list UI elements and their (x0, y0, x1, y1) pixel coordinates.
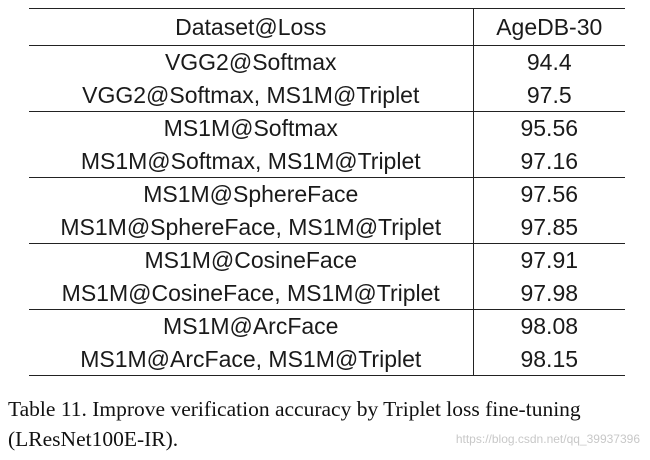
table-row: MS1M@ArcFace 98.08 (29, 309, 625, 343)
row-group-ms1m-cosineface: MS1M@CosineFace 97.91 MS1M@CosineFace, M… (29, 243, 625, 310)
table-row: MS1M@Softmax, MS1M@Triplet 97.16 (29, 144, 625, 178)
dataset-loss-cell: VGG2@Softmax, MS1M@Triplet (29, 78, 474, 112)
dataset-loss-cell: VGG2@Softmax (29, 45, 474, 79)
row-group-ms1m-sphereface: MS1M@SphereFace 97.56 MS1M@SphereFace, M… (29, 177, 625, 244)
table-header: Dataset@Loss AgeDB-30 (29, 8, 625, 46)
accuracy-cell: 97.98 (520, 279, 579, 306)
column-header-agedb-30: AgeDB-30 (496, 14, 603, 40)
row-group-ms1m-softmax: MS1M@Softmax 95.56 MS1M@Softmax, MS1M@Tr… (29, 111, 625, 178)
table-row: MS1M@ArcFace, MS1M@Triplet 98.15 (29, 342, 625, 376)
dataset-loss-cell: MS1M@CosineFace, MS1M@Triplet (29, 276, 474, 310)
dataset-loss-cell: MS1M@Softmax, MS1M@Triplet (29, 144, 474, 178)
accuracy-cell: 95.56 (520, 115, 579, 141)
dataset-loss-cell: MS1M@SphereFace, MS1M@Triplet (29, 210, 474, 244)
table-row: MS1M@SphereFace, MS1M@Triplet 97.85 (29, 210, 625, 244)
dataset-loss-cell: MS1M@ArcFace (29, 309, 474, 343)
column-header-dataset-loss: Dataset@Loss (29, 8, 474, 46)
dataset-loss-cell: MS1M@CosineFace (29, 243, 474, 277)
accuracy-cell: 97.5 (526, 81, 572, 108)
row-group-ms1m-arcface: MS1M@ArcFace 98.08 MS1M@ArcFace, MS1M@Tr… (29, 309, 625, 376)
table-row: VGG2@Softmax, MS1M@Triplet 97.5 (29, 78, 625, 112)
watermark: https://blog.csdn.net/qq_39937396 (455, 432, 640, 446)
accuracy-cell: 94.4 (526, 49, 572, 75)
results-table: Dataset@Loss AgeDB-30 VGG2@Softmax 94.4 … (29, 8, 625, 376)
dataset-loss-cell: MS1M@SphereFace (29, 177, 474, 211)
header-row: Dataset@Loss AgeDB-30 (29, 8, 625, 46)
table-row: MS1M@CosineFace, MS1M@Triplet 97.98 (29, 276, 625, 310)
table-row: MS1M@CosineFace 97.91 (29, 243, 625, 277)
accuracy-cell: 97.91 (520, 247, 579, 273)
table-caption: Table 11. Improve verification accuracy … (8, 397, 581, 451)
dataset-loss-cell: MS1M@Softmax (29, 111, 474, 145)
table-row: VGG2@Softmax 94.4 (29, 45, 625, 79)
accuracy-cell: 98.08 (520, 313, 579, 339)
table-row: MS1M@SphereFace 97.56 (29, 177, 625, 211)
accuracy-cell: 97.16 (520, 147, 579, 174)
accuracy-cell: 97.56 (520, 181, 579, 207)
table-row: MS1M@Softmax 95.56 (29, 111, 625, 145)
row-group-vgg2-softmax: VGG2@Softmax 94.4 VGG2@Softmax, MS1M@Tri… (29, 45, 625, 112)
best-accuracy-cell: 98.15 (520, 345, 579, 372)
dataset-loss-cell: MS1M@ArcFace, MS1M@Triplet (29, 342, 474, 376)
accuracy-cell: 97.85 (520, 213, 579, 240)
results-table-container: Dataset@Loss AgeDB-30 VGG2@Softmax 94.4 … (29, 8, 625, 376)
